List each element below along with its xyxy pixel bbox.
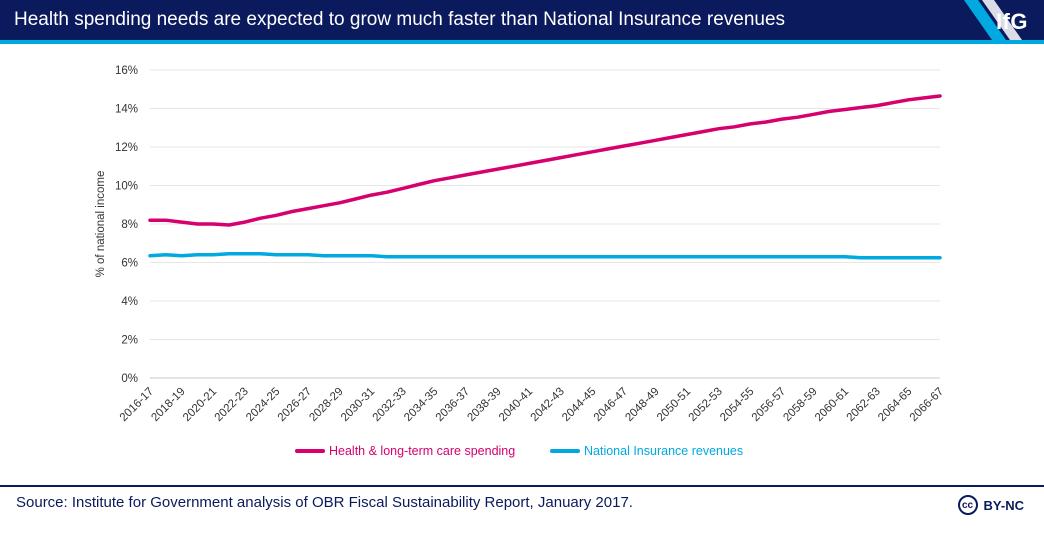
footer-rule — [0, 485, 1044, 487]
x-tick-label: 2024-25 — [244, 386, 282, 424]
x-tick-label: 2026-27 — [276, 386, 314, 424]
chart-title: Health spending needs are expected to gr… — [14, 9, 786, 30]
x-tick-label: 2030-31 — [339, 386, 377, 424]
x-tick-label: 2040-41 — [497, 386, 535, 424]
x-tick-label: 2050-51 — [655, 386, 693, 424]
x-tick-label: 2052-53 — [687, 386, 725, 424]
y-tick-label: 4% — [121, 296, 138, 308]
ifg-logo: IfG — [995, 9, 1028, 34]
x-tick-label: 2062-63 — [845, 386, 883, 424]
x-tick-label: 2064-65 — [876, 386, 914, 424]
legend-item-ni: National Insurance revenues — [550, 444, 743, 458]
y-tick-label: 10% — [115, 181, 138, 193]
x-tick-label: 2038-39 — [465, 386, 503, 424]
legend-item-health: Health & long-term care spending — [295, 444, 515, 458]
x-tick-label: 2028-29 — [307, 386, 345, 424]
x-tick-label: 2066-67 — [908, 386, 946, 424]
x-tick-label: 2060-61 — [813, 386, 851, 424]
series-line-ni — [148, 252, 942, 260]
legend-swatch-ni — [550, 449, 580, 453]
gridlines — [150, 69, 940, 379]
legend-label-ni: National Insurance revenues — [584, 444, 744, 458]
chart-header: Health spending needs are expected to gr… — [0, 0, 1044, 44]
license-badge: cc BY-NC — [957, 495, 1024, 515]
x-tick-label: 2036-37 — [434, 386, 472, 424]
brand-stripes-icon — [964, 0, 1022, 40]
series-line-health — [148, 94, 942, 227]
y-tick-label: 8% — [121, 219, 138, 231]
x-tick-label: 2018-19 — [149, 386, 187, 424]
x-tick-label: 2042-43 — [529, 386, 567, 424]
line-chart: 0% 2% 4% 6% 8% 10% 12% 14% 16% % of national inc… — [95, 65, 946, 424]
x-tick-label: 2058-59 — [781, 386, 819, 424]
header-accent-rule — [0, 40, 1044, 44]
legend-label-health: Health & long-term care spending — [329, 444, 516, 458]
y-tick-label: 16% — [115, 65, 138, 77]
y-axis-ticks: 0% 2% 4% 6% 8% 10% 12% 14% 16% — [115, 65, 138, 385]
source-note: Source: Institute for Government analysi… — [16, 494, 633, 511]
x-tick-label: 2056-57 — [750, 386, 788, 424]
y-tick-label: 14% — [115, 104, 138, 116]
y-tick-label: 2% — [121, 335, 138, 347]
series-lines — [148, 94, 942, 260]
x-tick-label: 2022-23 — [213, 386, 251, 424]
license-text: BY-NC — [983, 497, 1024, 513]
x-tick-label: 2034-35 — [402, 386, 440, 424]
y-tick-label: 0% — [121, 373, 138, 385]
y-axis-title: % of national income — [95, 171, 107, 278]
x-tick-label: 2016-17 — [118, 386, 156, 424]
x-axis-ticks: 2016-172018-192020-212022-232024-252026-… — [118, 386, 946, 424]
x-tick-label: 2054-55 — [718, 386, 756, 424]
cc-icon: cc — [957, 495, 978, 515]
x-tick-label: 2020-21 — [181, 386, 219, 424]
x-tick-label: 2046-47 — [592, 386, 630, 424]
x-tick-label: 2044-45 — [560, 386, 598, 424]
y-tick-label: 6% — [121, 258, 138, 270]
x-tick-label: 2048-49 — [623, 386, 661, 424]
x-tick-label: 2032-33 — [371, 386, 409, 424]
legend-swatch-health — [295, 449, 325, 453]
y-tick-label: 12% — [115, 142, 138, 154]
